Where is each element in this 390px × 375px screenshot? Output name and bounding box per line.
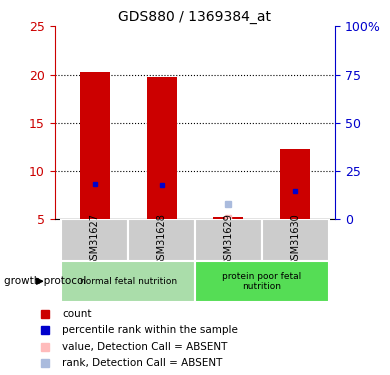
Bar [195, 261, 329, 302]
Bar [61, 219, 128, 261]
Bar [213, 217, 243, 219]
Text: value, Detection Call = ABSENT: value, Detection Call = ABSENT [62, 342, 227, 352]
Title: GDS880 / 1369384_at: GDS880 / 1369384_at [119, 10, 271, 24]
Text: protein poor fetal
nutrition: protein poor fetal nutrition [222, 272, 301, 291]
Bar [195, 219, 262, 261]
Bar [280, 149, 310, 219]
Text: GSM31629: GSM31629 [223, 214, 234, 266]
Text: rank, Detection Call = ABSENT: rank, Detection Call = ABSENT [62, 358, 222, 368]
Text: count: count [62, 309, 92, 319]
Text: growth protocol: growth protocol [4, 276, 86, 286]
Bar [147, 77, 177, 219]
Bar [262, 219, 329, 261]
Text: normal fetal nutrition: normal fetal nutrition [80, 277, 177, 286]
Text: GSM31628: GSM31628 [156, 214, 167, 266]
Text: percentile rank within the sample: percentile rank within the sample [62, 325, 238, 335]
Bar [80, 72, 110, 219]
Bar [61, 261, 195, 302]
Text: GSM31627: GSM31627 [90, 213, 100, 267]
Bar [128, 219, 195, 261]
Text: GSM31630: GSM31630 [290, 214, 300, 266]
